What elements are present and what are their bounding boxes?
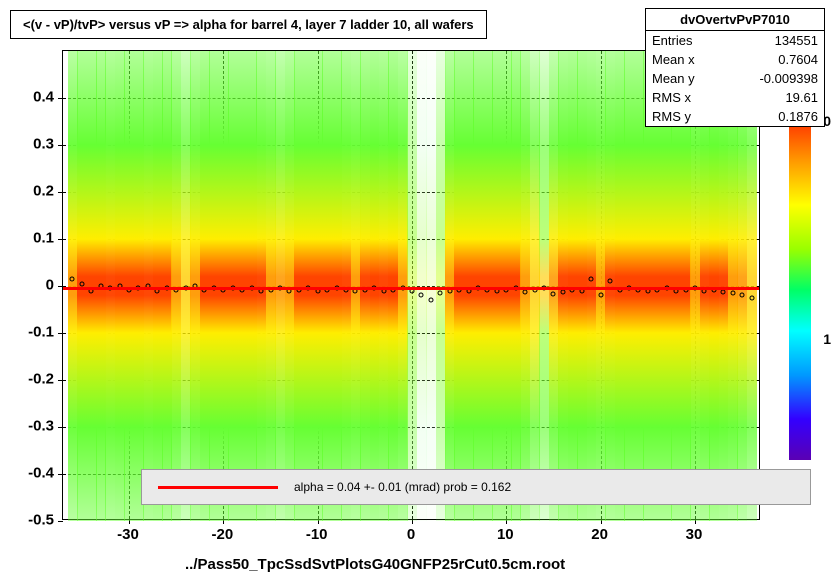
chart-title-box: <(v - vP)/tvP> versus vP => alpha for ba…	[10, 10, 487, 39]
stats-row: Mean y -0.009398	[646, 69, 824, 88]
y-tick-label: -0.5	[10, 512, 54, 529]
x-tick-label: -10	[306, 526, 328, 543]
data-marker	[608, 279, 613, 284]
legend-box: alpha = 0.04 +- 0.01 (mrad) prob = 0.162	[141, 469, 811, 505]
stats-value: -0.009398	[759, 71, 818, 86]
data-marker	[749, 295, 754, 300]
stats-row: RMS y 0.1876	[646, 107, 824, 126]
legend-line-icon	[158, 486, 278, 489]
data-marker	[551, 292, 556, 297]
data-marker	[730, 291, 735, 296]
y-tick-label: -0.1	[10, 324, 54, 341]
data-marker	[70, 276, 75, 281]
data-marker	[438, 291, 443, 296]
x-tick-label: -30	[117, 526, 139, 543]
file-label: ../Pass50_TpcSsdSvtPlotsG40GNFP25rCut0.5…	[185, 556, 565, 573]
stats-value: 134551	[775, 33, 818, 48]
data-marker	[79, 281, 84, 286]
y-tick-label: -0.2	[10, 371, 54, 388]
x-tick-label: -20	[212, 526, 234, 543]
stats-name: dvOvertvPvP7010	[646, 9, 824, 31]
data-marker	[589, 276, 594, 281]
stats-row: RMS x 19.61	[646, 88, 824, 107]
stats-value: 0.7604	[778, 52, 818, 67]
data-marker	[428, 298, 433, 303]
stats-label: RMS x	[652, 90, 691, 105]
legend-text: alpha = 0.04 +- 0.01 (mrad) prob = 0.162	[294, 480, 511, 494]
colorbar-tick-label: 1	[823, 331, 831, 347]
stats-box: dvOvertvPvP7010 Entries 134551 Mean x 0.760…	[645, 8, 825, 127]
data-marker	[740, 293, 745, 298]
fit-line	[63, 287, 759, 290]
stats-value: 19.61	[785, 90, 818, 105]
stats-label: Mean x	[652, 52, 695, 67]
y-tick-label: -0.4	[10, 465, 54, 482]
stats-value: 0.1876	[778, 109, 818, 124]
stats-label: RMS y	[652, 109, 691, 124]
y-tick-label: 0.1	[10, 230, 54, 247]
chart-canvas: <(v - vP)/tvP> versus vP => alpha for ba…	[0, 0, 833, 579]
stats-label: Entries	[652, 33, 692, 48]
y-tick-label: 0.3	[10, 136, 54, 153]
x-tick-label: 10	[497, 526, 514, 543]
data-marker	[419, 293, 424, 298]
stats-row: Mean x 0.7604	[646, 50, 824, 69]
y-tick-label: 0	[10, 277, 54, 294]
x-tick-label: 0	[407, 526, 415, 543]
y-tick-label: 0.2	[10, 183, 54, 200]
y-tick-label: -0.3	[10, 418, 54, 435]
chart-title: <(v - vP)/tvP> versus vP => alpha for ba…	[23, 17, 474, 32]
x-tick-label: 20	[591, 526, 608, 543]
y-tick-label: 0.4	[10, 89, 54, 106]
colorbar	[789, 120, 811, 460]
y-tick	[58, 521, 63, 522]
stats-row: Entries 134551	[646, 31, 824, 50]
x-tick-label: 30	[686, 526, 703, 543]
stats-label: Mean y	[652, 71, 695, 86]
data-marker	[598, 293, 603, 298]
